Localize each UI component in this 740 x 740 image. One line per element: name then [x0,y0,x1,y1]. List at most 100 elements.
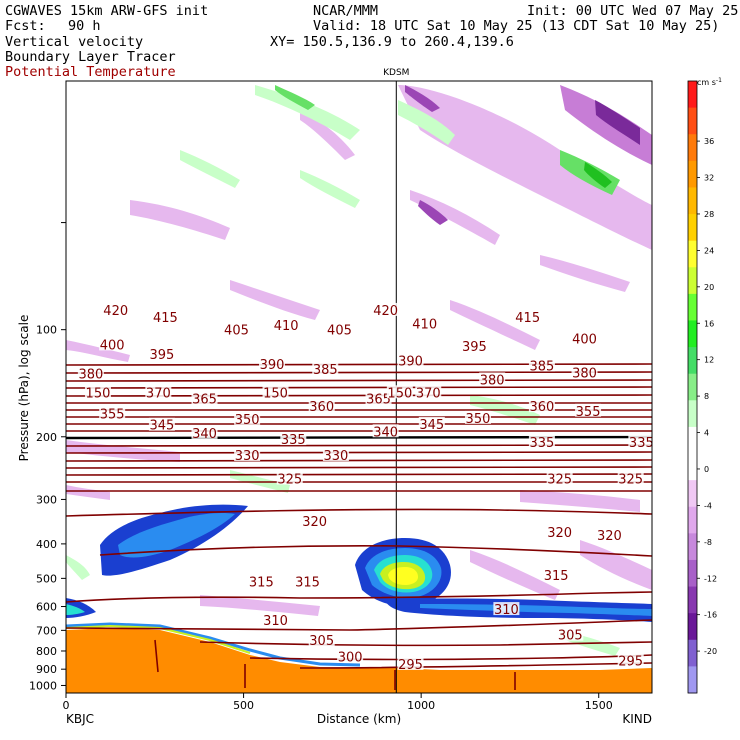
theta-label-bg [276,471,303,485]
theta-label: 390 [398,354,423,369]
theta-label: 410 [412,317,437,332]
theta-label: 380 [480,373,505,388]
colorbar-swatch [688,400,697,428]
colorbar-tick-label: 4 [704,429,709,438]
theta-label: 320 [597,529,622,544]
neg-w-core-2 [595,100,640,145]
pos-w-core-3 [584,162,612,188]
left-station-label: KBJC [66,712,94,726]
theta-label: 395 [149,348,174,363]
x-tick-label: 1000 [407,699,435,712]
colorbar-tick-label: 32 [704,174,714,183]
neg-w-band-14 [200,595,320,616]
forecast-hour-value: 90 h [68,18,101,34]
theta-label: 405 [224,324,249,339]
colorbar-swatch [688,559,697,588]
y-tick-label: 400 [36,538,57,551]
theta-label-bg [386,385,413,399]
theta-label-bg [280,432,307,446]
colorbar-swatch [688,134,697,162]
theta-contour [66,508,652,517]
theta-label: 390 [260,358,285,373]
theta-label-bg [301,514,328,528]
theta-label: 360 [529,400,554,415]
colorbar-swatch [688,426,697,455]
theta-label-bg [99,406,126,420]
theta-label: 150 [86,386,111,401]
theta-label: 385 [529,359,554,374]
theta-label-bg [262,385,289,399]
theta-label-bg [308,632,335,646]
colorbar-swatch [688,639,697,667]
neg-w-band-1 [398,85,652,250]
colorbar-tick-label: 36 [704,137,714,146]
neg-w-band-2 [130,200,230,240]
theta-contour [66,444,652,447]
field-vertical-velocity: Vertical velocity [5,34,144,50]
colorbar-swatch [688,453,697,481]
theta-label-bg [546,471,573,485]
y-tick-label: 800 [36,645,57,658]
theta-label-bg [617,653,644,667]
colorbar-swatch [688,320,697,348]
theta-contour [99,545,652,557]
theta-label: 380 [78,368,103,383]
x-tick-label: 0 [63,699,70,712]
pos-w-band-1 [255,85,360,140]
theta-label-bg [571,365,598,379]
colorbar-tick-label: -20 [704,647,717,656]
theta-contour [66,591,652,603]
theta-label: 415 [153,311,178,326]
theta-label-bg [557,627,584,641]
neg-w-band-12 [470,550,560,600]
theta-contour [66,371,652,374]
colorbar-tick-label: -12 [704,574,717,583]
colorbar-tick-label: 24 [704,246,714,255]
neg-w-band-11 [520,490,640,512]
theta-label: 335 [281,433,306,448]
theta-label: 325 [547,473,572,488]
theta-label-bg [418,416,445,430]
y-tick-label: 700 [36,624,57,637]
theta-label-bg [411,316,438,330]
y-tick-label: 100 [36,324,57,337]
x-axis-title: Distance (km) [317,712,401,726]
theta-label: 295 [398,658,423,673]
theta-label: 340 [373,425,398,440]
theta-label-bg [617,471,644,485]
theta-label: 295 [618,654,643,669]
theta-label: 320 [302,515,327,530]
theta-label: 415 [515,311,540,326]
y-tick-label: 1000 [29,679,57,692]
theta-label: 400 [100,338,125,353]
theta-label-bg [365,391,392,405]
colorbar-tick-label: 0 [704,465,709,474]
y-tick-label: 600 [36,601,57,614]
surface-tracer-edge [66,622,361,667]
theta-contour [199,641,652,647]
y-axis: 100 200 300 400 500 600 700 800 900 1000 [29,222,66,692]
forecast-hour-label: Fcst: [5,18,46,34]
theta-label-bg [397,656,424,670]
theta-label: 360 [309,400,334,415]
colorbar-swatch [688,240,697,268]
colorbar-swatch [688,373,697,401]
colorbar-swatch [688,506,697,534]
colorbar-swatch [688,267,697,295]
neg-w-band-6 [66,340,130,362]
colorbar-tick-label: -16 [704,611,717,620]
theta-label-bg [234,411,261,425]
marker-station-label: KDSM [383,68,409,78]
theta-label-bg [397,353,424,367]
theta-label-bg [308,399,335,413]
neg-w-band-4 [410,190,500,245]
theta-contour [66,619,652,631]
colorbar-swatch [688,293,697,321]
colorbar-swatch [688,81,697,109]
theta-label-bg [152,309,179,323]
theta-label: 350 [235,413,260,428]
theta-contour [66,466,652,469]
colorbar-tick-label: 28 [704,210,714,219]
theta-label-bg [464,410,491,424]
theta-label-bg [514,309,541,323]
